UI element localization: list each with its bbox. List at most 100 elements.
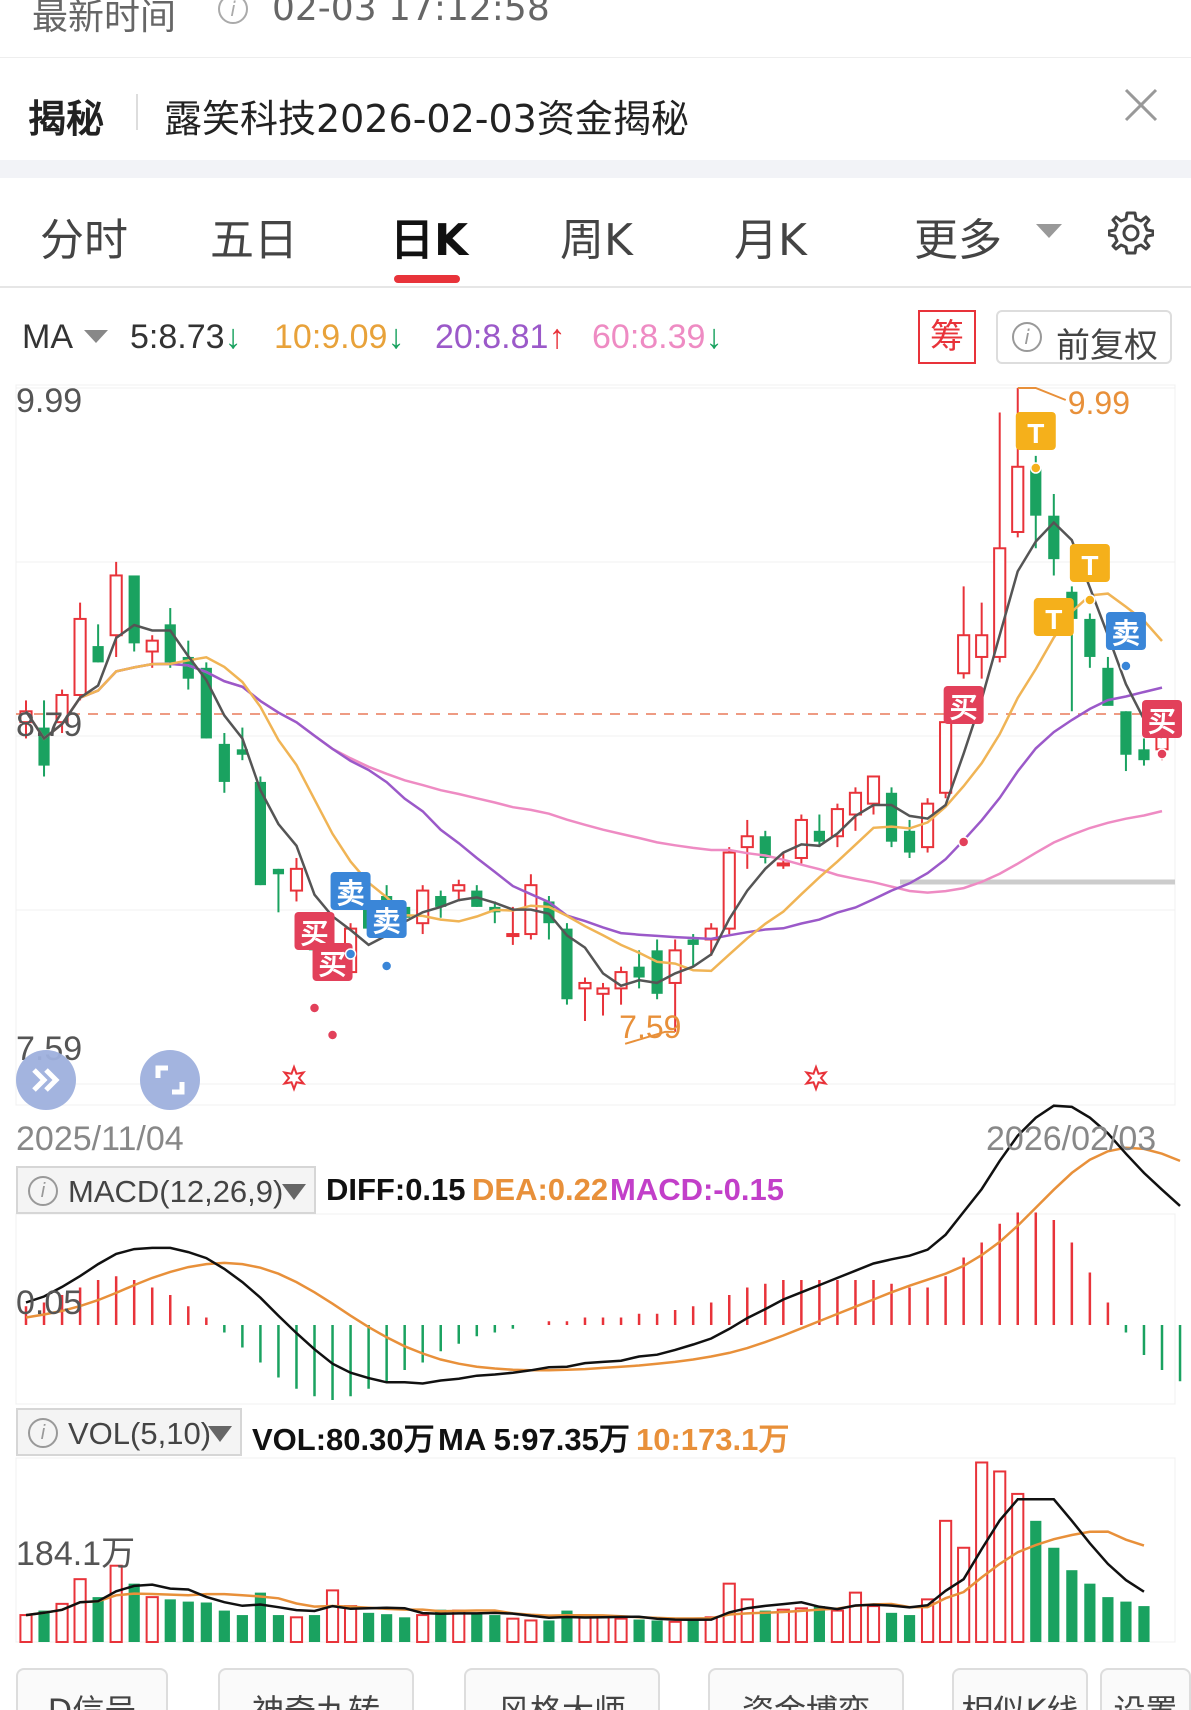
tab-d-signal[interactable]: D信号: [16, 1668, 168, 1710]
volume-bar: [416, 1614, 430, 1643]
candle-body: [73, 617, 87, 696]
volume-bar: [1138, 1606, 1150, 1642]
volume-bar: [363, 1612, 375, 1642]
candle-body: [975, 634, 989, 658]
tab-style-master[interactable]: 风格大师: [464, 1668, 660, 1710]
volume-bar: [830, 1609, 845, 1643]
trade-t-dot: [1084, 594, 1096, 606]
reveal-title[interactable]: 露笑科技2026-02-03资金揭秘: [164, 97, 689, 141]
candle-body: [1011, 465, 1025, 533]
trade-t-dot: [1030, 462, 1042, 474]
candle-body: [471, 890, 483, 907]
fund-reveal-banner[interactable]: 揭秘 露笑科技2026-02-03资金揭秘: [0, 60, 1191, 160]
candle: [1102, 656, 1114, 706]
candle-body: [885, 792, 898, 842]
candle-body: [182, 656, 194, 679]
trade-t-signal: T: [1081, 550, 1098, 581]
chip-distribution-button[interactable]: 筹: [918, 310, 976, 364]
volume-bar: [1084, 1583, 1096, 1642]
price-grid: [16, 387, 1175, 1085]
fullscreen-button[interactable]: [140, 1050, 200, 1110]
candle: [145, 635, 159, 668]
candle-body: [848, 791, 863, 816]
macd-histogram: [24, 1212, 1182, 1400]
ma-selector[interactable]: MA: [22, 318, 73, 356]
volume-bar: [506, 1617, 520, 1644]
volume-bar: [543, 1620, 555, 1642]
macd-legend: i MACD(12,26,9) DIFF:0.15 DEA:0.22 MACD:…: [0, 1166, 1191, 1216]
divider: [136, 94, 138, 130]
date-end: 2026/02/03: [986, 1120, 1157, 1158]
tab-more[interactable]: 更多: [914, 215, 1002, 266]
candle-body: [19, 710, 33, 724]
volume-bar: [866, 1605, 881, 1643]
candle-body: [957, 634, 971, 675]
buy-signal-dot: [326, 1029, 339, 1041]
volume-bar: [687, 1618, 699, 1642]
close-icon[interactable]: [1118, 82, 1164, 128]
tab-similar-k[interactable]: 相似K线: [952, 1668, 1088, 1710]
candle: [975, 602, 989, 679]
sell-signal-bg: [366, 900, 407, 938]
ma10-line: [24, 592, 1163, 973]
event-star-icon: [804, 1064, 828, 1092]
volume-bar: [254, 1592, 267, 1642]
candle-body: [561, 928, 573, 1000]
candle: [866, 775, 881, 815]
volume-bar: [452, 1609, 466, 1643]
sell-signal-bg: [1105, 612, 1146, 650]
volume-bar: [813, 1606, 825, 1642]
tab-daily-k[interactable]: 日K: [390, 215, 469, 266]
chevron-down-icon[interactable]: [84, 330, 108, 343]
candle-body: [1102, 667, 1114, 706]
candle-body: [651, 950, 663, 994]
volume-bar: [524, 1619, 538, 1643]
candle: [920, 798, 935, 853]
tab-magic-nine[interactable]: 神奇九转: [218, 1668, 414, 1710]
candle: [957, 586, 971, 679]
volume-ma10-line: [25, 1530, 1145, 1620]
high-price-label: 9.99: [1068, 385, 1130, 421]
ma60-value: 60:8.39↓: [592, 318, 723, 356]
candle-body: [614, 971, 628, 990]
volume-axis-label: 184.1万: [16, 1535, 136, 1573]
candles: [19, 388, 1169, 1032]
candle: [596, 982, 610, 1016]
gear-icon[interactable]: [1108, 210, 1154, 256]
ma20-value: 20:8.81↑: [435, 318, 566, 356]
volume-selector[interactable]: i VOL(5,10): [16, 1408, 242, 1456]
reveal-tag: 揭秘: [28, 97, 105, 141]
info-icon[interactable]: i: [218, 0, 248, 24]
candle: [471, 885, 483, 907]
price-adjust-button[interactable]: i 前复权: [996, 310, 1172, 366]
candle: [109, 561, 123, 657]
volume-bar: [182, 1601, 194, 1642]
expand-icon: [155, 1065, 185, 1095]
candle-body: [1048, 515, 1060, 560]
volume-bar: [92, 1597, 104, 1642]
candle-body: [109, 574, 123, 637]
buy-signal-dot: [1156, 748, 1168, 760]
chevron-down-icon[interactable]: [1036, 224, 1062, 238]
macd-selector[interactable]: i MACD(12,26,9): [16, 1166, 316, 1214]
volume-bar: [236, 1615, 248, 1642]
candle-body: [416, 889, 430, 925]
tab-weekly-k[interactable]: 周K: [560, 215, 633, 266]
volume-bar: [975, 1461, 989, 1643]
volume-bar: [128, 1583, 140, 1642]
tab-intraday[interactable]: 分时: [40, 215, 128, 266]
tab-five-day[interactable]: 五日: [210, 215, 298, 266]
volume-ma5: MA 5:97.35万: [438, 1422, 630, 1457]
candle-body: [687, 939, 699, 945]
candle-body: [236, 749, 248, 755]
buy-signal-bg: [312, 943, 353, 981]
fast-forward-button[interactable]: [16, 1050, 76, 1110]
macd-area-frame: [15, 1213, 1176, 1405]
candle: [218, 733, 230, 793]
tab-fund-game[interactable]: 资金博弈: [708, 1668, 904, 1710]
trade-t-signal: T: [1045, 604, 1062, 635]
tab-settings[interactable]: 设置: [1100, 1668, 1191, 1710]
tab-monthly-k[interactable]: 月K: [734, 215, 807, 266]
candle: [19, 700, 33, 739]
